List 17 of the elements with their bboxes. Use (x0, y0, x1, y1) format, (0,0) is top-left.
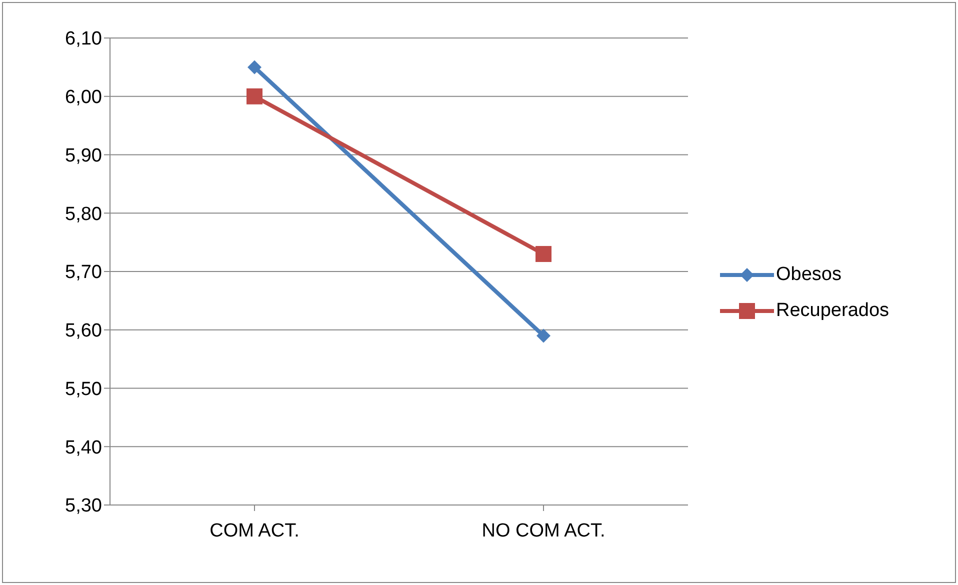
point (536, 328, 550, 343)
x-tick-label: NO COM ACT. (482, 520, 606, 542)
legend-label: Obesos (776, 264, 842, 286)
legend-label: Recuperados (776, 300, 890, 322)
y-tick-label: 5,50 (65, 378, 102, 400)
y-tick-label: 6,00 (65, 87, 102, 108)
y-tick-label: 5,60 (65, 320, 102, 342)
y-tick-label: 5,40 (65, 437, 102, 458)
y-tick-label: 5,80 (65, 204, 102, 225)
y-tick-label: 6,10 (65, 28, 102, 50)
y-tick-label: 5,70 (65, 262, 102, 284)
point (246, 88, 262, 104)
x-tick-label: COM ACT. (210, 520, 300, 542)
y-tick-label: 5,90 (65, 145, 102, 166)
point (248, 60, 262, 74)
y-tick-label: 5,30 (65, 496, 102, 517)
point (536, 246, 552, 262)
